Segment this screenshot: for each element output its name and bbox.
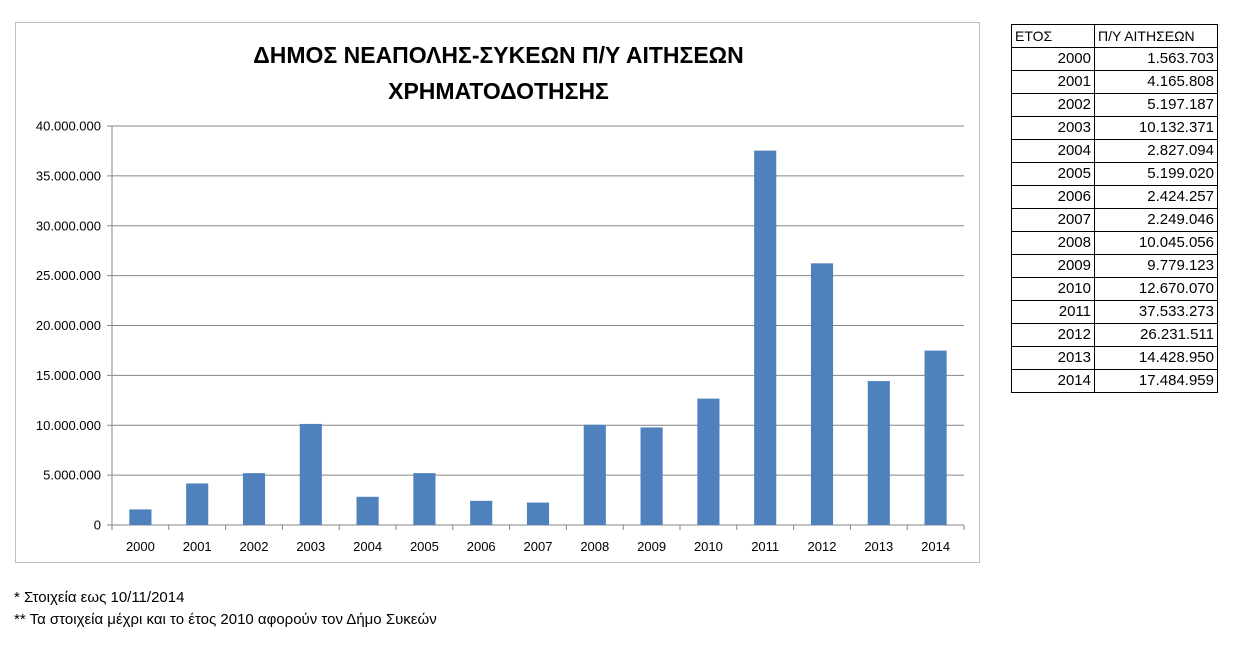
column-header-budget: Π/Υ ΑΙΤΗΣΕΩΝ [1094, 24, 1218, 48]
table-cell-year: 2001 [1011, 70, 1095, 94]
table-cell-budget: 5.197.187 [1094, 93, 1218, 117]
table-row: 2011 37.533.273 [1011, 300, 1218, 324]
bar [413, 473, 436, 525]
y-tick-label: 20.000.000 [36, 318, 101, 333]
x-tick-label: 2006 [467, 539, 496, 554]
bar [356, 496, 379, 525]
table-cell-budget: 10.132.371 [1094, 116, 1218, 140]
table-row: 2005 5.199.020 [1011, 162, 1218, 186]
table-cell-year: 2000 [1011, 47, 1095, 71]
table-row: 2008 10.045.056 [1011, 231, 1218, 255]
table-cell-year: 2002 [1011, 93, 1095, 117]
y-tick-label: 15.000.000 [36, 368, 101, 383]
table-cell-budget: 4.165.808 [1094, 70, 1218, 94]
table-row: 2007 2.249.046 [1011, 208, 1218, 232]
bar [242, 473, 266, 525]
bar [867, 381, 890, 525]
bar [697, 398, 720, 525]
footnotes: * Στοιχεία εως 10/11/2014 ** Τα στοιχεία… [14, 587, 437, 631]
bar [640, 427, 663, 525]
column-header-year: ΕΤΟΣ [1011, 24, 1095, 48]
x-tick-label: 2012 [808, 539, 837, 554]
x-tick-label: 2010 [694, 539, 723, 554]
table-row: 2009 9.779.123 [1011, 254, 1218, 278]
bar [470, 500, 493, 525]
x-tick-label: 2005 [410, 539, 439, 554]
table-header-row: ΕΤΟΣ Π/Υ ΑΙΤΗΣΕΩΝ [1011, 24, 1218, 48]
table-cell-budget: 17.484.959 [1094, 369, 1218, 393]
chart-title: ΔΗΜΟΣ ΝΕΑΠΟΛΗΣ-ΣΥΚΕΩΝ Π/Υ ΑΙΤΗΣΕΩΝ ΧΡΗΜΑ… [16, 37, 981, 109]
x-tick-label: 2000 [126, 539, 155, 554]
footnote-1: * Στοιχεία εως 10/11/2014 [14, 589, 185, 606]
table-row: 2014 17.484.959 [1011, 369, 1218, 393]
table-cell-year: 2007 [1011, 208, 1095, 232]
y-tick-label: 30.000.000 [36, 218, 101, 233]
table-row: 2006 2.424.257 [1011, 185, 1218, 209]
table-row: 2013 14.428.950 [1011, 346, 1218, 370]
bar [526, 502, 550, 525]
table-cell-budget: 1.563.703 [1094, 47, 1218, 71]
y-tick-label: 25.000.000 [36, 268, 101, 283]
table-cell-budget: 2.827.094 [1094, 139, 1218, 163]
table-cell-year: 2014 [1011, 369, 1095, 393]
bar [299, 423, 322, 525]
x-tick-label: 2002 [240, 539, 269, 554]
chart-title-line-2: ΧΡΗΜΑΤΟΔΟΤΗΣΗΣ [388, 78, 609, 104]
table-row: 2012 26.231.511 [1011, 323, 1218, 347]
table-row: 2000 1.563.703 [1011, 47, 1218, 71]
y-tick-label: 10.000.000 [36, 418, 101, 433]
footnote-2: ** Τα στοιχεία μέχρι και το έτος 2010 αφ… [14, 611, 437, 628]
bar [810, 263, 834, 525]
table-cell-budget: 2.424.257 [1094, 185, 1218, 209]
x-tick-label: 2004 [353, 539, 382, 554]
bar-chart: 0 5.000.000 10.000.000 15.000.000 20.000.000… [36, 119, 965, 554]
x-tick-label: 2011 [751, 539, 779, 554]
table-cell-budget: 12.670.070 [1094, 277, 1218, 301]
table-cell-budget: 37.533.273 [1094, 300, 1218, 324]
table-row: 2002 5.197.187 [1011, 93, 1218, 117]
table-cell-year: 2012 [1011, 323, 1095, 347]
table-cell-year: 2009 [1011, 254, 1095, 278]
table-cell-budget: 10.045.056 [1094, 231, 1218, 255]
table-row: 2003 10.132.371 [1011, 116, 1218, 140]
table-cell-year: 2008 [1011, 231, 1095, 255]
table-cell-budget: 2.249.046 [1094, 208, 1218, 232]
table-body: 2000 1.563.703 2001 4.165.808 2002 5.197.187 2… [1011, 47, 1218, 393]
y-tick-label: 35.000.000 [36, 168, 101, 183]
bar [754, 150, 777, 525]
bar [129, 509, 152, 525]
y-tick-label: 0 [94, 518, 101, 533]
x-tick-label: 2003 [296, 539, 325, 554]
bar [186, 483, 209, 525]
table-row: 2001 4.165.808 [1011, 70, 1218, 94]
x-tick-label: 2007 [524, 539, 553, 554]
table-cell-year: 2013 [1011, 346, 1095, 370]
table-cell-year: 2005 [1011, 162, 1095, 186]
table-cell-year: 2010 [1011, 277, 1095, 301]
x-tick-label: 2014 [921, 539, 950, 554]
y-tick-label: 5.000.000 [43, 468, 101, 483]
table-cell-year: 2011 [1011, 300, 1095, 324]
table-cell-budget: 14.428.950 [1094, 346, 1218, 370]
x-tick-label: 2008 [580, 539, 609, 554]
data-table: ΕΤΟΣ Π/Υ ΑΙΤΗΣΕΩΝ 2000 1.563.703 2001 4.165… [1011, 24, 1218, 393]
bar [924, 350, 947, 525]
x-tick-label: 2013 [864, 539, 893, 554]
y-tick-label: 40.000.000 [36, 119, 101, 134]
table-row: 2004 2.827.094 [1011, 139, 1218, 163]
table-cell-budget: 9.779.123 [1094, 254, 1218, 278]
bar [583, 424, 606, 525]
table-cell-year: 2004 [1011, 139, 1095, 163]
table-cell-year: 2003 [1011, 116, 1095, 140]
table-row: 2010 12.670.070 [1011, 277, 1218, 301]
chart-title-line-1: ΔΗΜΟΣ ΝΕΑΠΟΛΗΣ-ΣΥΚΕΩΝ Π/Υ ΑΙΤΗΣΕΩΝ [253, 42, 744, 68]
chart-frame: 0 5.000.000 10.000.000 15.000.000 20.000.000… [15, 22, 980, 563]
table-cell-budget: 5.199.020 [1094, 162, 1218, 186]
table-cell-year: 2006 [1011, 185, 1095, 209]
table-cell-budget: 26.231.511 [1094, 323, 1218, 347]
x-tick-label: 2009 [637, 539, 666, 554]
x-tick-label: 2001 [183, 539, 212, 554]
